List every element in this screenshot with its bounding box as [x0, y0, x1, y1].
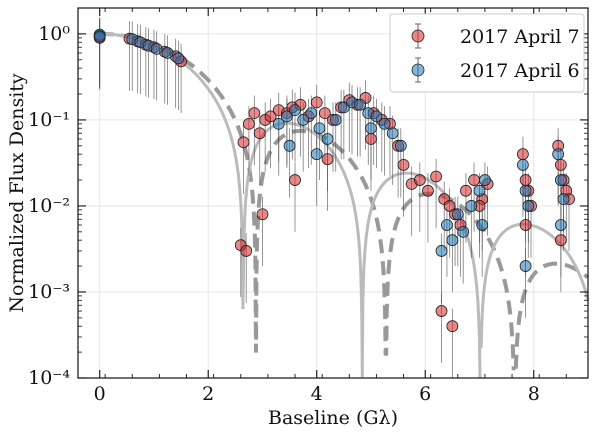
- point-april-6: [465, 200, 478, 212]
- point-april-6: [554, 219, 567, 231]
- y-tick-label: 10⁰: [38, 23, 70, 45]
- legend-label: 2017 April 7: [460, 26, 580, 48]
- plot-frame: [77, 7, 589, 379]
- point-april-6: [280, 110, 293, 123]
- point-april-6: [516, 159, 529, 171]
- x-axis-label: Baseline (Gλ): [268, 407, 398, 429]
- point-april-6: [329, 114, 342, 126]
- point-april-7: [289, 174, 301, 186]
- point-april-7: [516, 148, 529, 161]
- point-april-7: [554, 234, 567, 247]
- point-april-6: [451, 208, 464, 221]
- point-april-6: [93, 30, 106, 43]
- point-april-6: [557, 193, 570, 206]
- point-april-6: [519, 260, 532, 272]
- point-april-7: [310, 96, 323, 109]
- legend-box: [389, 13, 585, 93]
- y-tick-label: 10⁻²: [28, 195, 70, 217]
- point-april-7: [243, 117, 255, 130]
- point-april-7: [248, 107, 261, 120]
- y-tick-label: 10⁻³: [28, 281, 70, 303]
- point-april-6: [365, 122, 377, 135]
- y-tick-label: 10⁻¹: [28, 109, 70, 131]
- point-april-7: [397, 159, 410, 171]
- point-april-6: [172, 52, 185, 65]
- legend-label: 2017 April 6: [460, 60, 580, 82]
- point-april-6: [476, 219, 489, 231]
- point-april-7: [422, 184, 434, 197]
- point-april-6: [435, 245, 448, 257]
- point-april-7: [430, 170, 442, 183]
- point-april-6: [552, 148, 565, 161]
- point-april-6: [161, 47, 174, 59]
- legend-marker: [411, 29, 425, 43]
- y-tick-label: 10⁻⁴: [28, 367, 70, 389]
- point-april-7: [264, 110, 277, 123]
- point-april-6: [441, 219, 453, 231]
- point-april-6: [479, 174, 491, 186]
- x-tick-label: 2: [202, 383, 214, 405]
- point-april-6: [394, 139, 407, 152]
- point-april-6: [354, 98, 367, 111]
- x-tick-label: 8: [528, 383, 540, 405]
- point-april-7: [519, 219, 532, 231]
- point-april-7: [253, 127, 266, 140]
- legend-marker: [411, 63, 425, 77]
- x-tick-label: 6: [419, 383, 431, 405]
- point-april-7: [413, 174, 426, 186]
- point-april-6: [313, 122, 326, 135]
- point-april-6: [554, 174, 567, 186]
- point-april-7: [443, 200, 456, 212]
- point-april-7: [468, 174, 480, 186]
- point-april-7: [446, 320, 459, 333]
- x-tick-label: 0: [94, 383, 106, 405]
- point-april-7: [237, 136, 250, 149]
- point-april-7: [365, 133, 377, 145]
- legend: 2017 April 7 2017 April 6: [389, 13, 585, 93]
- point-april-6: [378, 117, 391, 130]
- point-april-7: [435, 305, 448, 317]
- point-april-6: [473, 184, 486, 197]
- point-april-6: [522, 200, 535, 212]
- point-april-6: [519, 184, 532, 197]
- axis-ticks: [77, 7, 588, 379]
- point-april-6: [446, 234, 459, 247]
- data-points: [93, 28, 575, 333]
- y-axis-label: Normalized Flux Density: [6, 73, 28, 313]
- point-april-7: [554, 159, 567, 171]
- point-april-7: [321, 153, 334, 166]
- point-april-6: [283, 139, 296, 152]
- point-april-6: [289, 104, 301, 117]
- point-april-6: [370, 110, 383, 123]
- point-april-7: [240, 245, 253, 257]
- point-april-6: [305, 107, 318, 120]
- point-april-6: [297, 114, 310, 126]
- point-april-6: [272, 117, 285, 130]
- point-april-7: [519, 174, 532, 186]
- point-april-7: [318, 107, 331, 120]
- point-april-6: [457, 225, 470, 238]
- point-april-6: [150, 42, 163, 55]
- tick-labels: 0 2 4 6 8 10⁻⁴ 10⁻³ 10⁻² 10⁻¹ 10⁰: [28, 23, 540, 405]
- point-april-6: [386, 127, 399, 140]
- point-april-7: [460, 184, 472, 197]
- point-april-6: [310, 148, 323, 161]
- point-april-7: [256, 208, 269, 221]
- x-tick-label: 4: [311, 383, 323, 405]
- point-april-6: [321, 133, 334, 145]
